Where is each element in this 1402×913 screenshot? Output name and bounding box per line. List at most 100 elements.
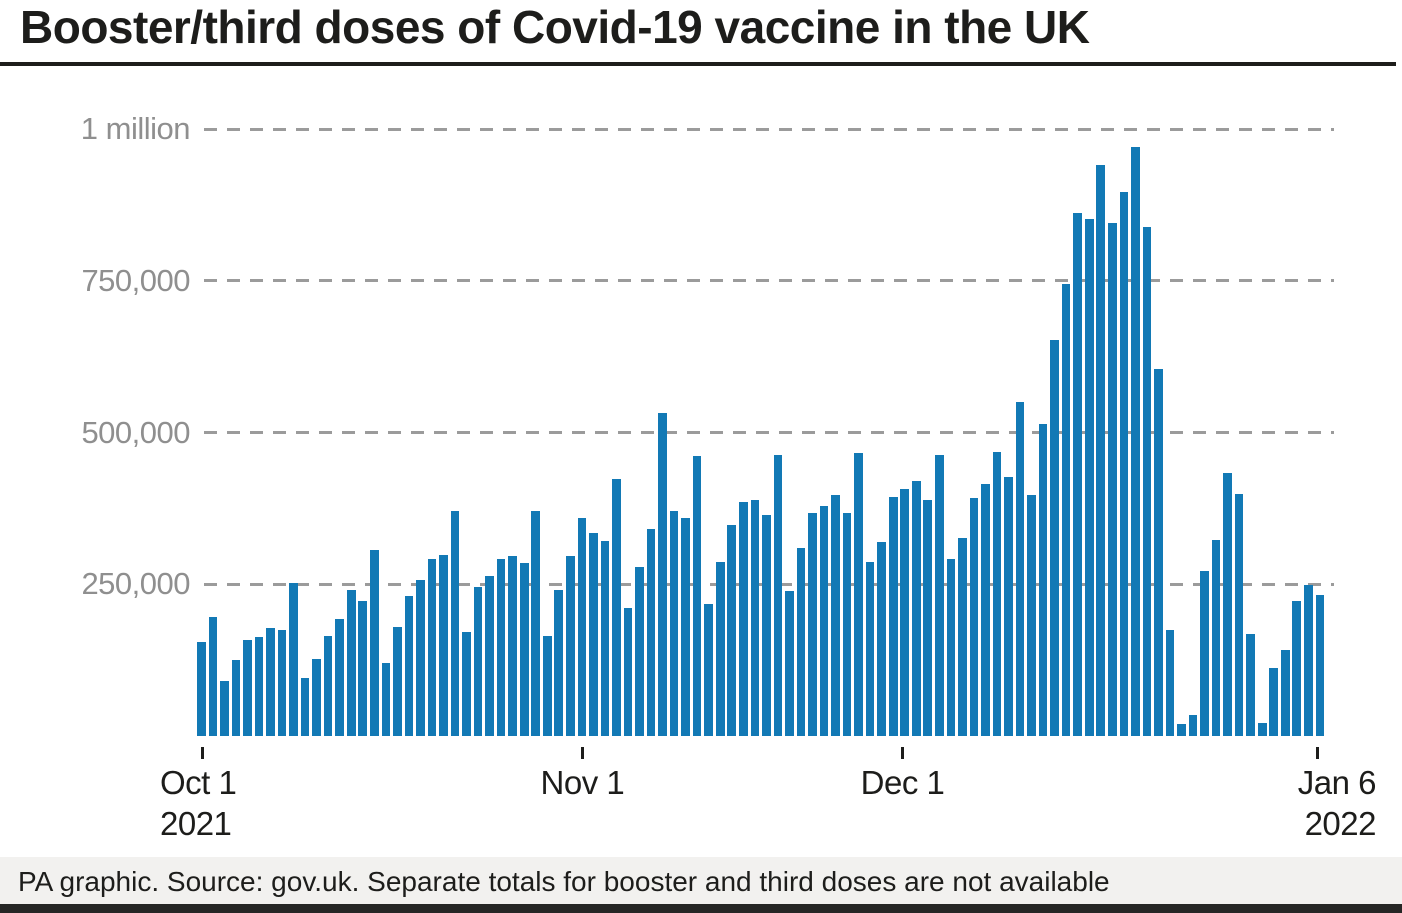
bar <box>300 677 310 736</box>
bar <box>266 628 275 736</box>
bar <box>496 558 506 736</box>
bar <box>1200 570 1209 736</box>
bar <box>935 455 944 736</box>
bar <box>335 618 345 736</box>
bottom-accent-bar <box>0 904 1402 913</box>
footer-band: PA graphic. Source: gov.uk. Separate tot… <box>0 857 1402 904</box>
bar <box>462 631 471 736</box>
bar <box>1292 601 1302 736</box>
bar <box>1315 595 1325 736</box>
bar <box>485 575 494 736</box>
bar <box>1038 424 1048 736</box>
bar <box>785 590 794 736</box>
y-tick-label: 750,000 <box>81 262 190 298</box>
bar <box>658 413 667 736</box>
bar <box>727 524 737 736</box>
bar <box>600 541 610 736</box>
bar <box>1234 493 1244 736</box>
bar <box>577 518 587 736</box>
bar <box>635 567 644 736</box>
x-tick-label: Dec 1 <box>860 764 945 801</box>
y-tick-label: 500,000 <box>81 414 190 450</box>
bar <box>738 501 748 736</box>
bar <box>946 558 956 736</box>
bar <box>554 589 564 736</box>
bar <box>197 641 206 736</box>
bar <box>1096 164 1106 736</box>
bar <box>358 601 368 736</box>
bar <box>831 495 840 736</box>
bar <box>1304 584 1313 736</box>
x-tick <box>1315 747 1319 759</box>
bar <box>346 590 356 736</box>
y-gridline <box>204 279 1334 283</box>
bar <box>1107 222 1117 736</box>
title-underline <box>0 62 1396 66</box>
bar <box>1211 539 1221 736</box>
bar <box>208 617 218 736</box>
bar <box>992 451 1002 736</box>
y-tick-label: 250,000 <box>81 566 190 602</box>
bar <box>900 489 910 736</box>
bar <box>704 603 714 736</box>
bar <box>750 499 760 736</box>
bar <box>1061 284 1071 736</box>
bar <box>1084 218 1094 736</box>
bar <box>589 533 598 736</box>
bar <box>842 513 852 736</box>
x-tick-label: Nov 1 <box>540 764 625 801</box>
bar <box>1142 226 1152 736</box>
bar <box>669 510 679 736</box>
bar <box>854 453 863 736</box>
y-gridline <box>204 127 1334 131</box>
bar <box>404 596 414 736</box>
bar <box>958 537 967 736</box>
bar <box>1027 495 1036 736</box>
bar <box>1131 147 1140 736</box>
bar <box>762 515 771 736</box>
bar <box>1177 723 1186 736</box>
bar <box>1015 401 1025 736</box>
bar <box>231 660 241 736</box>
bar <box>323 635 333 736</box>
bar <box>715 561 725 736</box>
bar <box>277 629 287 736</box>
bar <box>865 561 875 736</box>
bar <box>289 583 298 736</box>
bar <box>1269 668 1279 736</box>
bar <box>681 518 690 736</box>
bar <box>1246 634 1255 736</box>
bars-layer <box>197 96 1325 736</box>
bar <box>508 555 517 736</box>
bar <box>1004 476 1013 736</box>
bar <box>427 558 437 736</box>
bar <box>1223 472 1232 736</box>
bar <box>369 549 379 736</box>
bar <box>911 481 921 736</box>
y-tick-label: 1 million <box>80 111 191 146</box>
page-title: Booster/third doses of Covid-19 vaccine … <box>20 1 1090 53</box>
bar <box>220 680 229 736</box>
bar <box>646 529 656 736</box>
y-gridline <box>204 431 1334 434</box>
bar <box>877 541 886 736</box>
bar <box>923 499 933 736</box>
bar <box>450 511 460 736</box>
bar <box>566 555 575 736</box>
bar <box>416 580 425 736</box>
bar <box>531 510 541 736</box>
x-tick-label: Jan 6 2022 <box>1297 764 1377 842</box>
x-tick <box>201 747 205 759</box>
x-tick <box>580 747 584 759</box>
bar <box>969 498 979 736</box>
bar <box>1280 649 1290 736</box>
bar <box>1050 339 1059 736</box>
bar <box>808 513 817 736</box>
bar <box>773 455 783 736</box>
bar <box>312 658 321 736</box>
bar <box>254 637 264 736</box>
bar <box>393 626 402 736</box>
bar <box>981 484 990 736</box>
bar <box>612 479 621 736</box>
